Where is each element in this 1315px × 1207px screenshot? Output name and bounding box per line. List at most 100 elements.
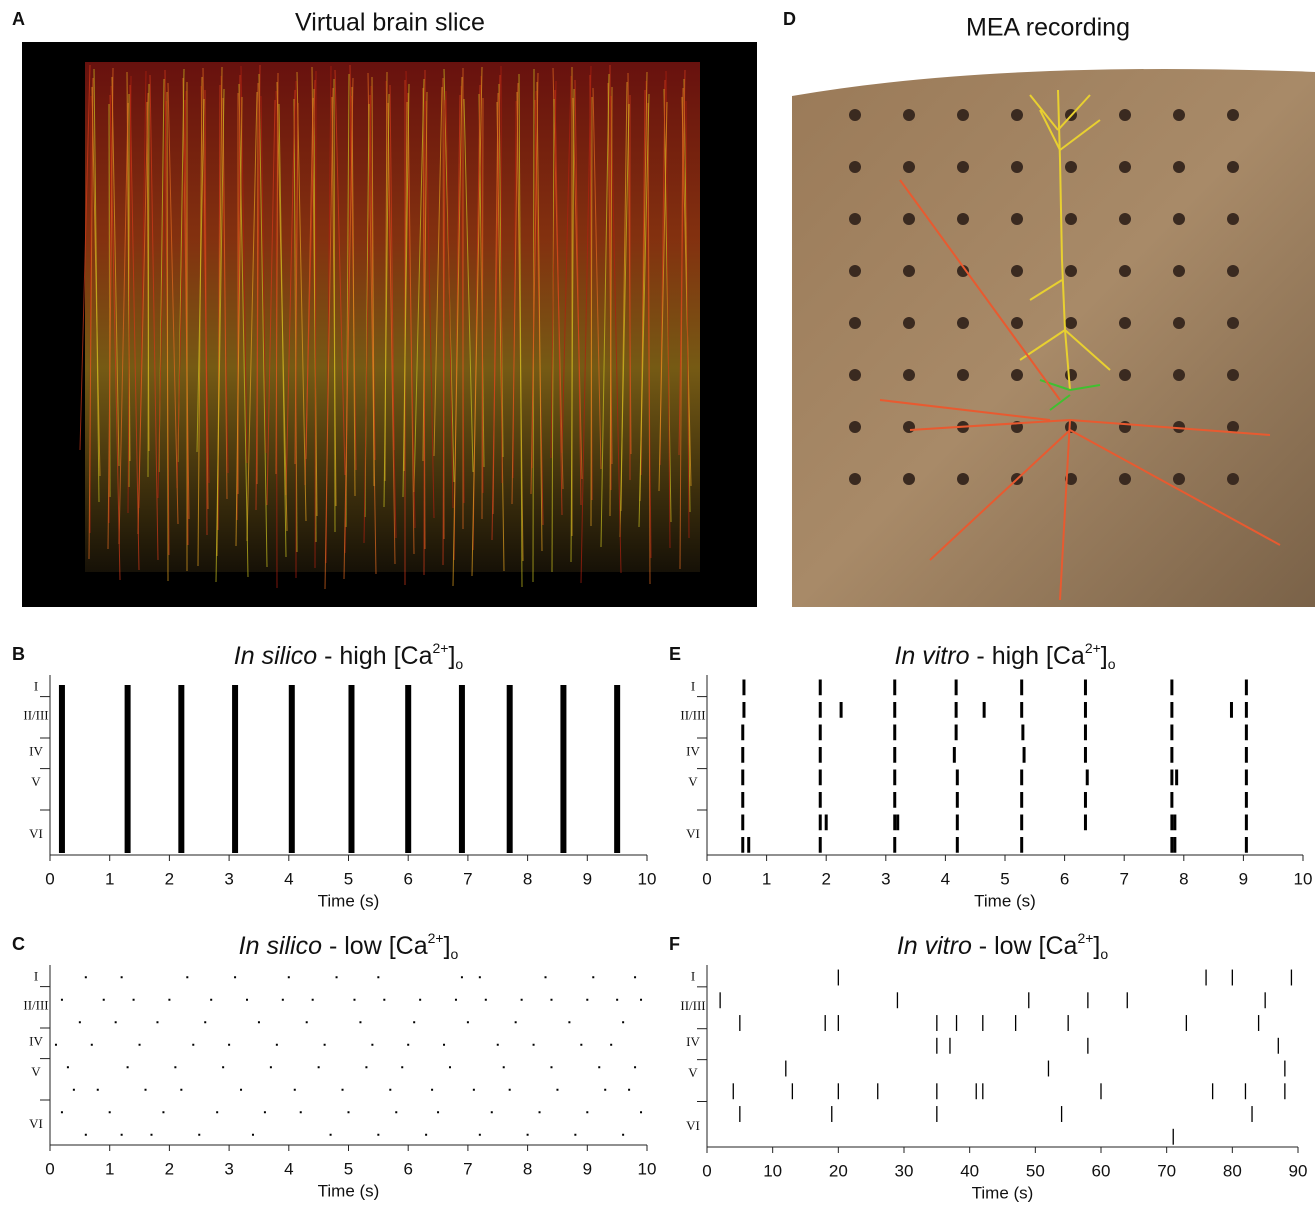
spike [610,1043,613,1046]
x-tick-label: 7 [1119,869,1128,888]
electrode [957,109,969,121]
fiber [685,100,690,539]
layer-label: I [34,679,38,694]
x-tick-label: 80 [1223,1161,1242,1180]
layer-label: IV [686,1034,700,1049]
spike [246,998,249,1001]
spike [556,1088,559,1091]
fiber [127,75,132,514]
burst [232,685,239,853]
electrode [1173,317,1185,329]
spike [162,1111,165,1114]
electrode [1011,109,1023,121]
spike [204,1021,207,1024]
fiber [176,90,187,489]
spike [634,1066,637,1069]
electrode [903,473,915,485]
fiber [638,93,650,528]
fiber [351,86,356,497]
fiber [580,65,592,584]
layer-label: IV [29,1033,43,1048]
fiber [235,96,243,547]
layer-label: I [691,969,695,984]
electrode [849,421,861,433]
spike [365,1066,368,1069]
electrode [1011,161,1023,173]
fiber [367,72,377,575]
spike [84,976,87,979]
x-tick-label: 10 [638,869,657,888]
spike [216,1111,219,1114]
title-part: ] [448,642,455,670]
x-tick-label: 4 [284,1159,293,1178]
electrode [1011,317,1023,329]
layer-label: V [31,1064,41,1079]
fiber [258,73,268,568]
x-tick-label: 90 [1289,1161,1308,1180]
spike [180,1088,183,1091]
title-part: 2+ [428,930,444,946]
x-tick-label: 8 [1179,869,1188,888]
spike [323,1043,326,1046]
electrode [849,265,861,277]
fiber [610,95,622,574]
electrode [957,317,969,329]
fiber [88,77,94,560]
spike [508,1088,511,1091]
title-part: - high [Ca [317,642,432,670]
title-part: o [1100,946,1108,962]
panel-title: MEA recording [966,14,1130,42]
fiber [343,77,354,580]
electrode [903,265,915,277]
electrode [1227,161,1239,173]
electrode [1227,317,1239,329]
spike [616,998,619,1001]
electrode [1119,109,1131,121]
spike [156,1021,159,1024]
spike [144,1088,147,1091]
fiber [463,98,474,473]
fiber [260,95,267,454]
fiber [590,96,593,527]
x-tick-label: 40 [960,1161,979,1180]
electrode [903,317,915,329]
layer-label: II/III [680,998,705,1013]
spike [132,998,135,1001]
electrode [849,473,861,485]
fiber [246,91,258,542]
spike [526,1133,529,1136]
fiber [93,68,100,503]
electrode [1227,213,1239,225]
x-tick-label: 10 [763,1161,782,1180]
panel-letter: C [12,934,25,954]
x-tick-label: 0 [702,869,711,888]
spike [198,1133,201,1136]
spike [574,1133,577,1136]
fiber [196,98,205,453]
title-part: ] [1101,642,1108,670]
x-tick-label: 5 [1000,869,1009,888]
fiber [334,69,346,476]
spike [126,1066,129,1069]
electrode [1065,213,1077,225]
electrode [1119,265,1131,277]
x-tick-label: 6 [403,1159,412,1178]
title-part: o [455,656,463,672]
fiber [167,82,179,525]
spike [96,1088,99,1091]
electrode [849,369,861,381]
title-part: 2+ [433,640,449,656]
fiber [107,67,114,550]
x-tick-label: 6 [1060,869,1069,888]
spike [520,998,523,1001]
spike [580,1043,583,1046]
spike [192,1043,195,1046]
electrode [1119,421,1131,433]
fiber [166,91,169,582]
fiber [530,72,539,495]
fiber [285,89,296,496]
fiber [445,90,454,509]
panel-title: Virtual brain slice [295,9,485,37]
spike [586,998,589,1001]
electrode [957,265,969,277]
